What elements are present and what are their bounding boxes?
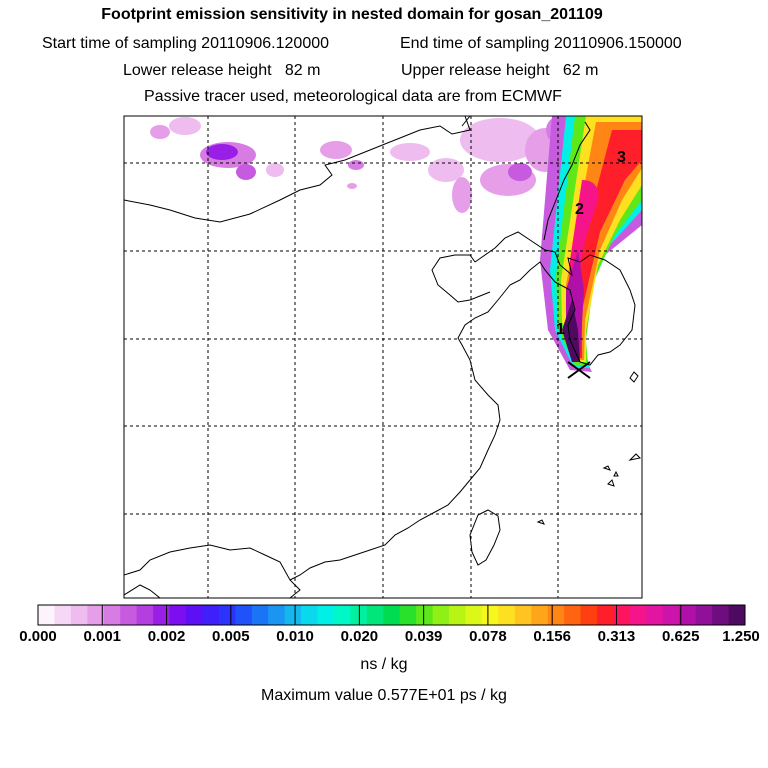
colorbar-unit: ns / kg [360,656,408,673]
colorbar-tick-label: 0.625 [661,628,700,645]
colorbar-swatch [366,605,384,625]
colorbar-swatch [531,605,549,625]
colorbar-swatch [679,605,697,625]
colorbar-swatch [218,605,236,625]
colorbar-swatch [235,605,253,625]
colorbar-tick-label: 0.005 [212,628,250,645]
colorbar-swatch [87,605,105,625]
upper-release-height-label: Upper release height 62 m [401,62,599,79]
sensitivity-field-north [150,116,574,213]
trajectory-label-2: 2 [575,201,584,218]
colorbar-tick-label: 0.156 [533,628,571,645]
colorbar-swatch [103,605,121,625]
colorbar-swatch [251,605,269,625]
colorbar-swatch [498,605,516,625]
colorbar-swatch [136,605,154,625]
sensitivity-plume [540,116,642,372]
tracer-note: Passive tracer used, meteorological data… [144,88,562,105]
colorbar-swatch [268,605,286,625]
coastlines [124,116,642,598]
colorbar-swatch [399,605,417,625]
colorbar-swatch [646,605,664,625]
colorbar-tick-label: 1.250 [722,628,760,645]
colorbar-swatch [383,605,401,625]
colorbar-swatch [169,605,187,625]
colorbar-swatch [54,605,72,625]
colorbar [37,604,746,626]
colorbar-swatch [449,605,466,625]
colorbar-tick-label: 0.002 [147,628,186,645]
map-area: 1 2 3 [124,116,642,598]
colorbar-tick-label: 0.313 [597,628,636,645]
colorbar-swatch [432,605,450,625]
colorbar-tick-label: 0.020 [340,628,379,645]
colorbar-swatch [695,605,713,625]
colorbar-frame [37,604,746,626]
plot-title: Footprint emission sensitivity in nested… [101,6,603,23]
colorbar-swatch [38,605,55,625]
map-frame [123,115,643,599]
colorbar-swatch [613,605,631,625]
maximum-value-label: Maximum value 0.577E+01 ps / kg [261,687,507,704]
colorbar-swatch [514,605,532,625]
colorbar-swatch [547,605,565,625]
graticule [124,116,642,598]
colorbar-swatch [416,605,434,625]
colorbar-tick-label: 0.001 [83,628,122,645]
x-marker-icon [567,361,591,379]
lower-release-height-label: Lower release height 82 m [123,62,321,79]
colorbar-swatch [202,605,220,625]
colorbar-tick-label: 0.039 [404,628,443,645]
colorbar-swatch [317,605,335,625]
trajectory-label-1: 1 [556,321,565,338]
colorbar-swatch [728,605,746,625]
colorbar-swatch [481,605,499,625]
colorbar-swatch [70,605,88,625]
colorbar-swatch [564,605,582,625]
colorbar-tick-label: 0.010 [276,628,314,645]
colorbar-swatch [301,605,319,625]
colorbar-tick-label: 0.000 [19,628,57,645]
start-time-label: Start time of sampling 20110906.120000 [42,35,330,52]
trajectory-label-3: 3 [617,149,626,166]
colorbar-swatch [712,605,730,625]
colorbar-swatch [580,605,598,625]
colorbar-swatch [153,605,171,625]
colorbar-swatch [284,605,302,625]
end-time-label: End time of sampling 20110906.150000 [400,35,682,52]
colorbar-swatch [629,605,647,625]
colorbar-tick-label: 0.078 [469,628,507,645]
colorbar-swatch [185,605,203,625]
colorbar-swatch [465,605,483,625]
colorbar-swatch [662,605,680,625]
colorbar-swatch [333,605,351,625]
colorbar-swatch [597,605,614,625]
colorbar-swatch [120,605,138,625]
